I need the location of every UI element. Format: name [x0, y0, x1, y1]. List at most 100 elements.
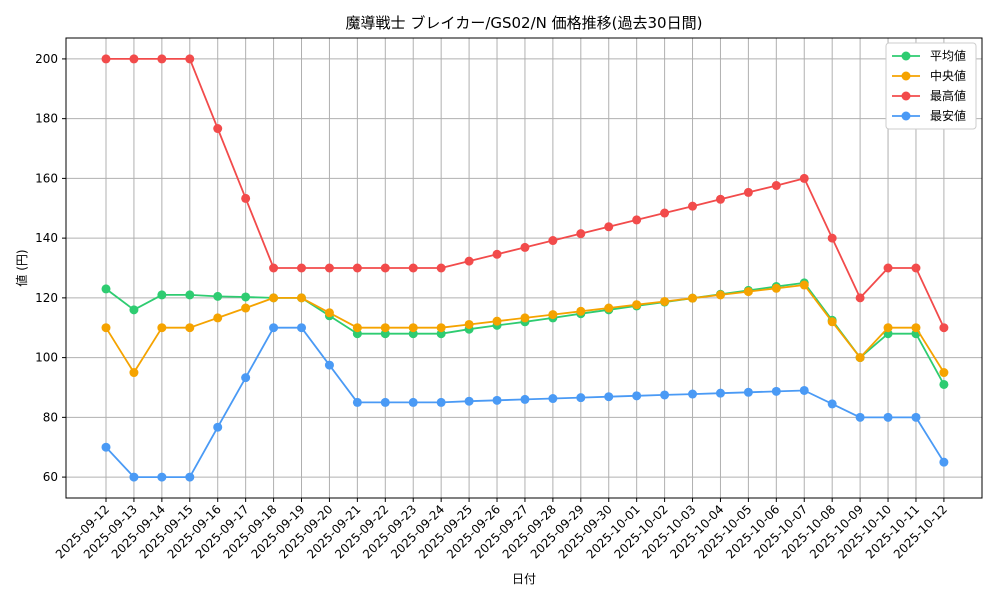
data-point [911, 323, 921, 333]
legend-marker [901, 71, 911, 81]
data-point [576, 229, 586, 239]
series-layer [101, 54, 949, 482]
data-point [939, 379, 949, 389]
data-point [380, 397, 390, 407]
data-point [743, 187, 753, 197]
data-point [604, 303, 614, 313]
data-point [548, 236, 558, 246]
data-point [157, 290, 167, 300]
data-point [576, 393, 586, 403]
data-point [464, 256, 474, 266]
legend-marker [901, 111, 911, 121]
data-point [771, 181, 781, 191]
y-tick-label: 140 [35, 231, 58, 245]
data-point [799, 173, 809, 183]
data-point [269, 263, 279, 273]
data-point [827, 399, 837, 409]
data-point [408, 323, 418, 333]
data-point [715, 194, 725, 204]
data-point [213, 422, 223, 432]
legend-marker [901, 91, 911, 101]
data-point [492, 249, 502, 259]
data-point [939, 368, 949, 378]
data-point [771, 283, 781, 293]
data-point [380, 263, 390, 273]
data-point [380, 323, 390, 333]
data-point [548, 310, 558, 320]
data-point [911, 412, 921, 422]
data-point [520, 313, 530, 323]
data-point [576, 306, 586, 316]
data-point [715, 388, 725, 398]
data-point [185, 290, 195, 300]
data-point [688, 389, 698, 399]
data-point [213, 124, 223, 134]
data-point [632, 391, 642, 401]
legend-label: 平均値 [930, 48, 966, 63]
data-point [799, 385, 809, 395]
data-point [324, 308, 334, 318]
data-point [129, 54, 139, 64]
data-point [101, 284, 111, 294]
data-point [101, 323, 111, 333]
data-point [660, 208, 670, 218]
y-axis-label: 値 (円) [14, 249, 29, 286]
y-tick-label: 180 [35, 112, 58, 126]
data-point [157, 472, 167, 482]
data-point [213, 313, 223, 323]
data-point [743, 387, 753, 397]
legend-label: 中央値 [930, 68, 966, 83]
data-point [352, 263, 362, 273]
data-point [352, 323, 362, 333]
data-point [632, 215, 642, 225]
data-point [688, 293, 698, 303]
data-point [688, 201, 698, 211]
data-point [883, 323, 893, 333]
data-point [464, 396, 474, 406]
data-point [324, 263, 334, 273]
data-point [660, 296, 670, 306]
legend-entry: 最高値 [892, 88, 966, 103]
y-tick-label: 100 [35, 351, 58, 365]
data-point [939, 457, 949, 467]
data-point [939, 323, 949, 333]
legend-label: 最安値 [930, 108, 966, 123]
data-point [408, 397, 418, 407]
plot-frame [65, 37, 983, 499]
data-point [157, 54, 167, 64]
legend-box [885, 42, 977, 130]
data-point [743, 287, 753, 297]
data-point [185, 54, 195, 64]
data-point [436, 323, 446, 333]
series-3 [101, 54, 949, 333]
data-point [185, 472, 195, 482]
data-point [520, 242, 530, 252]
series-2 [101, 280, 949, 378]
y-tick-label: 60 [43, 470, 58, 484]
data-point [771, 386, 781, 396]
data-point [324, 360, 334, 370]
y-tick-label: 160 [35, 171, 58, 185]
data-point [883, 263, 893, 273]
legend-entry: 中央値 [892, 68, 966, 83]
data-point [855, 293, 865, 303]
data-point [101, 54, 111, 64]
data-point [297, 293, 307, 303]
data-point [632, 300, 642, 310]
data-point [660, 390, 670, 400]
x-axis-label: 日付 [512, 572, 536, 586]
data-point [548, 394, 558, 404]
data-point [911, 263, 921, 273]
data-point [408, 263, 418, 273]
y-tick-label: 200 [35, 52, 58, 66]
y-axis-ticks: 60 80 100 120 140 160 180 200 [35, 52, 66, 484]
data-point [297, 263, 307, 273]
data-point [129, 368, 139, 378]
data-point [213, 291, 223, 301]
data-point [855, 412, 865, 422]
data-point [352, 397, 362, 407]
data-point [436, 397, 446, 407]
data-point [855, 353, 865, 363]
